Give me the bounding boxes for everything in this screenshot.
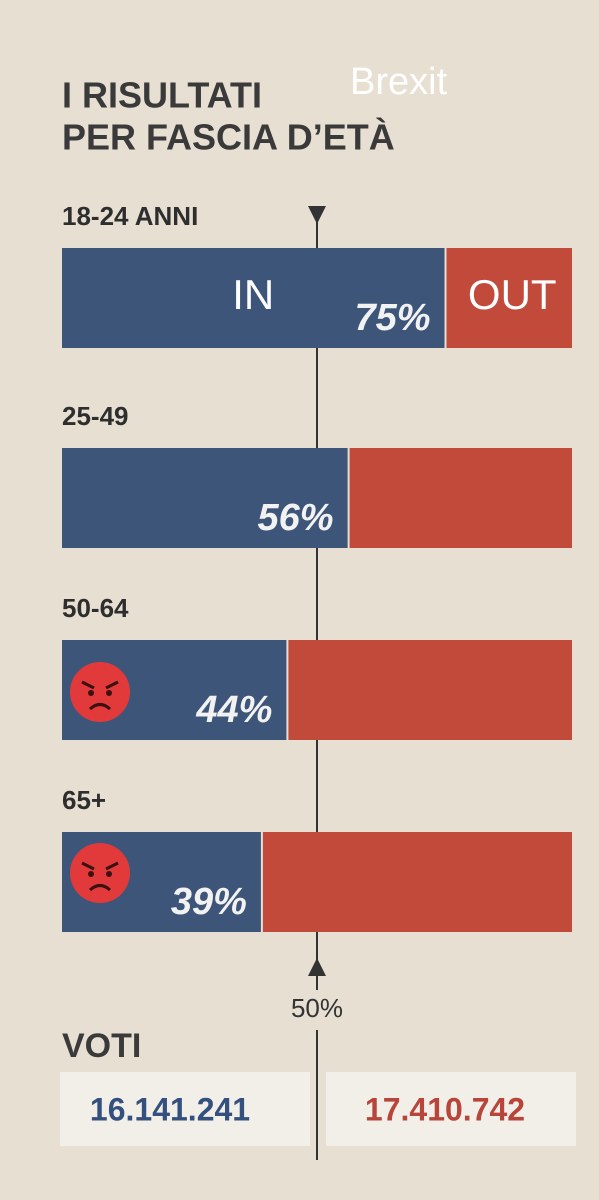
emoji-mouth	[88, 703, 112, 711]
legend-label: IN	[232, 271, 274, 318]
bar-segment	[446, 248, 572, 348]
category-label: 18-24 ANNI	[62, 201, 198, 231]
reference-marker	[308, 206, 326, 224]
emoji-eye	[88, 690, 94, 696]
value-label: 56%	[258, 497, 334, 539]
category-label: 50-64	[62, 593, 129, 623]
reference-marker	[308, 958, 326, 976]
votes-in: 16.141.241	[90, 1091, 250, 1127]
emoji-face	[70, 843, 130, 903]
bar-segment	[62, 448, 348, 548]
category-label: 25-49	[62, 401, 129, 431]
reference-label: 50%	[291, 993, 343, 1023]
emoji	[70, 843, 130, 903]
annotation: Brexit	[350, 61, 448, 103]
emoji	[70, 662, 130, 722]
reference-label-bg	[277, 990, 357, 1030]
emoji-face	[70, 662, 130, 722]
bar-segment	[62, 248, 445, 348]
emoji-brow	[81, 680, 119, 690]
category-label: 65+	[62, 785, 106, 815]
emoji-mouth	[88, 884, 112, 892]
bar-segment	[262, 832, 572, 932]
emoji-brow	[81, 861, 119, 871]
value-label: 44%	[195, 689, 272, 731]
votes-box	[326, 1072, 576, 1146]
bar-segment	[349, 448, 572, 548]
chart-title: I RISULTATI	[62, 75, 262, 116]
votes-out: 17.410.742	[365, 1091, 525, 1127]
legend-label: OUT	[468, 271, 557, 318]
bar-segment	[288, 640, 572, 740]
chart-title: PER FASCIA D’ETÀ	[62, 117, 395, 158]
emoji-eye	[88, 871, 94, 877]
emoji-eye	[106, 690, 112, 696]
votes-label: VOTI	[62, 1027, 141, 1065]
emoji-eye	[106, 871, 112, 877]
votes-box	[60, 1072, 310, 1146]
value-label: 39%	[171, 881, 247, 923]
value-label: 75%	[354, 297, 430, 339]
